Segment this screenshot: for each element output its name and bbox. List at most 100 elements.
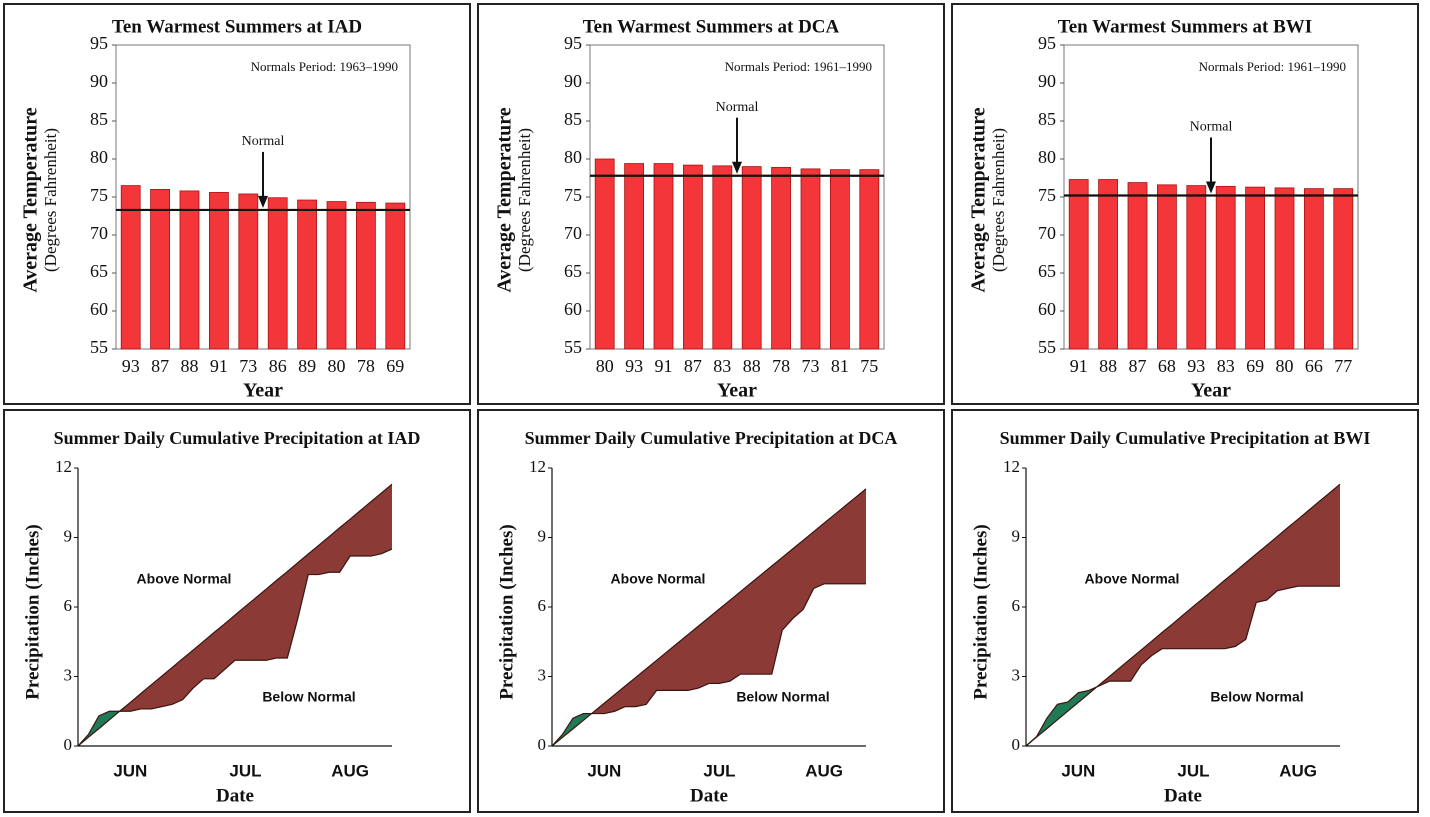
y-tick-label: 90 [1038,71,1056,91]
x-tick-label: 73 [802,356,820,376]
y-tick-label: 9 [1012,526,1021,545]
x-tick-label: 87 [151,356,169,376]
bar [800,168,821,350]
x-tick-label: 66 [1305,356,1323,376]
y-tick-label: 80 [564,147,582,167]
y-tick-label: 95 [1038,33,1056,53]
x-tick-label: JUN [1061,761,1095,780]
panel-border [951,409,1419,813]
y-axis-label: Average Temperature [968,107,990,292]
x-tick-label: 88 [181,356,199,376]
x-tick-label: AUG [331,761,369,780]
bar [238,193,259,350]
chart-title: Ten Warmest Summers at BWI [1058,16,1312,37]
note: Normals Period: 1961–1990 [1199,59,1346,74]
normal-label: Normal [242,134,285,149]
panel-border [3,3,471,405]
x-tick-label: 68 [1158,356,1176,376]
bar [683,164,703,350]
y-tick-label: 0 [538,735,547,754]
x-axis-label: Date [690,785,728,806]
y-tick-label: 80 [1038,147,1056,167]
x-tick-label: 88 [1099,356,1117,376]
y-axis-label: Precipitation (Inches) [970,524,991,699]
y-tick-label: 70 [1038,223,1056,243]
panel-border [3,409,471,813]
bar [1098,179,1118,350]
bar [653,163,674,350]
x-tick-label: 80 [328,356,346,376]
y-tick-label: 6 [1012,596,1021,615]
bar [179,190,200,350]
x-tick-label: 83 [1217,356,1235,376]
bar [594,158,615,350]
y-tick-label: 3 [64,665,73,684]
annotation-above: Above Normal [611,571,706,587]
y-tick-label: 85 [564,109,582,129]
bar [741,166,762,350]
x-axis-label: Year [717,380,757,402]
chart-title: Ten Warmest Summers at IAD [112,16,362,37]
panel-border [951,3,1419,405]
x-tick-label: 91 [655,356,673,376]
y-tick-label: 9 [64,526,73,545]
normal-arrowhead [258,195,268,208]
y-tick-label: 55 [90,337,108,357]
x-axis-label: Year [1191,380,1231,402]
y-axis-label: Average Temperature [20,107,42,292]
y-tick-label: 75 [564,185,582,205]
chart-title: Ten Warmest Summers at DCA [583,16,840,37]
y-tick-label: 60 [90,299,108,319]
y-tick-label: 12 [529,457,546,476]
y-tick-label: 75 [1038,185,1056,205]
bar [355,201,376,350]
annotation-below: Below Normal [736,689,829,705]
y-tick-label: 70 [90,223,108,243]
y-axis-label: Precipitation (Inches) [496,524,517,699]
annotation-above: Above Normal [137,571,232,587]
observed-line [1025,585,1340,747]
y-tick-label: 65 [1038,261,1056,281]
x-axis-label: Date [216,785,254,806]
x-tick-label: 89 [298,356,316,376]
chart-title: Summer Daily Cumulative Precipitation at… [1000,428,1371,448]
y-tick-label: 60 [1038,299,1056,319]
bar [1333,188,1354,350]
bar [1274,187,1295,350]
bar [1186,185,1207,350]
y-tick-label: 3 [538,665,547,684]
normal-arrowhead [732,161,742,174]
y-tick-label: 12 [55,457,72,476]
x-tick-label: JUL [229,761,261,780]
y-tick-label: 75 [90,185,108,205]
y-tick-label: 65 [564,261,582,281]
annotation-below: Below Normal [1210,689,1303,705]
x-axis-label: Date [1164,785,1202,806]
x-tick-label: 78 [357,356,375,376]
x-tick-label: 93 [625,356,643,376]
bar [1304,188,1324,350]
y-tick-label: 0 [64,735,73,754]
x-tick-label: 75 [860,356,878,376]
x-tick-label: 87 [684,356,702,376]
y-tick-label: 95 [90,33,108,53]
bar [830,169,850,350]
x-tick-label: 91 [210,356,228,376]
y-tick-label: 70 [564,223,582,243]
bar [120,185,141,350]
y-tick-label: 12 [1003,457,1020,476]
bar [385,202,406,350]
y-tick-label: 65 [90,261,108,281]
panel-border [477,3,945,405]
x-tick-label: JUL [1177,761,1209,780]
x-tick-label: 86 [269,356,287,376]
x-tick-label: 93 [122,356,140,376]
bar [150,188,171,350]
y-tick-label: 55 [1038,337,1056,357]
x-tick-label: 78 [772,356,790,376]
y-axis-sublabel: (Degrees Fahrenheit) [41,128,60,272]
y-tick-label: 55 [564,337,582,357]
y-tick-label: 90 [90,71,108,91]
